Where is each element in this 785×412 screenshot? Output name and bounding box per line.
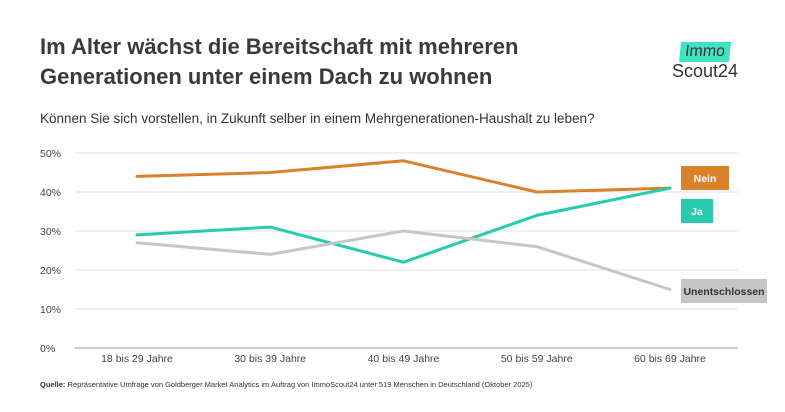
x-tick-label: 60 bis 69 Jahre — [634, 353, 706, 365]
y-tick-label: 20% — [40, 265, 61, 277]
y-tick-label: 10% — [40, 304, 61, 316]
series-label-text: Nein — [694, 173, 717, 185]
series-label-box — [681, 279, 767, 303]
chart-grid — [75, 152, 738, 349]
series-label-text: Ja — [691, 206, 703, 218]
immoscout24-logo: Immo Scout24 — [672, 42, 762, 84]
series-line-unentschlossen — [135, 229, 672, 291]
source-note: Quelle: Repräsentative Umfrage von Goldb… — [40, 380, 532, 389]
x-axis-ticks: 18 bis 29 Jahre 30 bis 39 Jahre 40 bis 49 … — [101, 353, 706, 365]
series-label-text: Unentschlossen — [683, 286, 764, 298]
series-line-ja — [135, 186, 672, 264]
series-label-ja: Ja — [681, 199, 713, 223]
y-tick-label: 50% — [40, 148, 61, 160]
y-tick-label: 40% — [40, 187, 61, 199]
source-label: Quelle: — [40, 380, 66, 389]
series-label-nein: Nein — [681, 166, 729, 190]
y-axis-ticks: 0% 10% 20% 30% 40% 50% — [40, 148, 61, 355]
chart-title: Im Alter wächst die Bereitschaft mit meh… — [40, 34, 519, 89]
series-labels: Nein Ja Unentschlossen — [681, 166, 767, 303]
chart-series — [135, 159, 672, 291]
logo-scout24-text: Scout24 — [672, 61, 739, 81]
chart-subtitle: Können Sie sich vorstellen, in Zukunft s… — [40, 111, 595, 126]
series-line-nein — [135, 159, 672, 194]
y-tick-label: 30% — [40, 226, 61, 238]
x-tick-label: 30 bis 39 Jahre — [234, 353, 306, 365]
y-tick-label: 0% — [40, 343, 55, 355]
series-label-box — [681, 199, 713, 223]
x-tick-label: 40 bis 49 Jahre — [368, 353, 440, 365]
source-text: Repräsentative Umfrage von Goldberger Ma… — [65, 380, 533, 389]
series-label-unentschlossen: Unentschlossen — [681, 279, 767, 303]
x-tick-label: 50 bis 59 Jahre — [501, 353, 573, 365]
series-label-box — [681, 166, 729, 190]
x-tick-label: 18 bis 29 Jahre — [101, 353, 173, 365]
